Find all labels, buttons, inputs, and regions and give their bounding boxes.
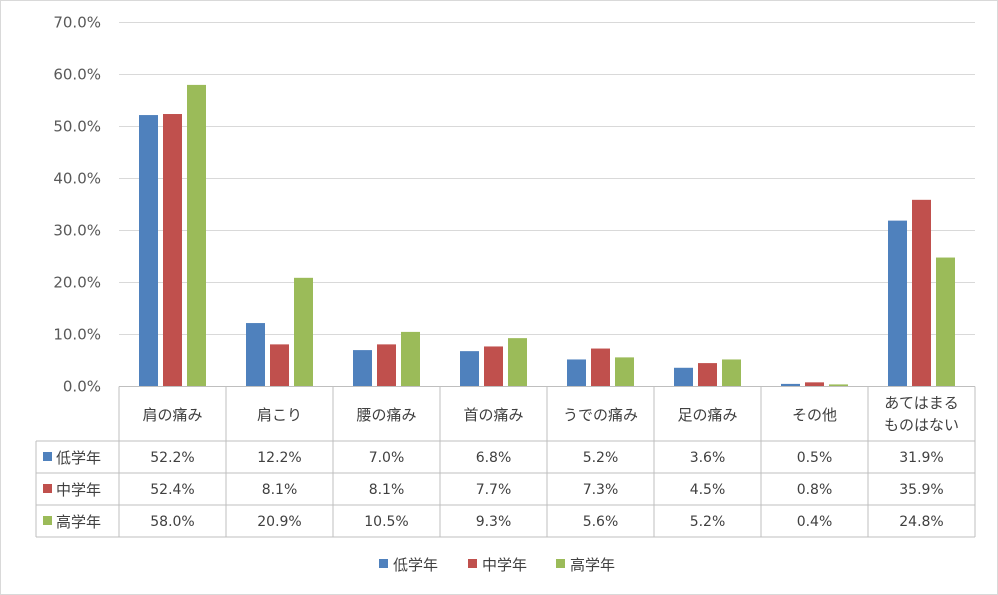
table-series-name: 高学年	[56, 513, 101, 531]
bar	[139, 115, 158, 387]
table-cell-value: 12.2%	[257, 450, 301, 466]
bar	[353, 350, 372, 387]
table-cell-value: 6.8%	[476, 450, 512, 466]
bar	[615, 357, 634, 387]
bar	[187, 84, 206, 387]
x-category-label: あてはまるものはない	[884, 394, 959, 434]
y-tick-label: 30.0%	[53, 222, 101, 240]
x-category-label: 肩の痛み	[142, 406, 202, 424]
table-cell-value: 5.6%	[583, 514, 619, 530]
table-cell-value: 4.5%	[690, 482, 726, 498]
x-category-label: うでの痛み	[563, 406, 638, 424]
table-cell-value: 0.8%	[797, 482, 833, 498]
bar	[936, 257, 955, 387]
x-category-label: 肩こり	[257, 406, 302, 424]
y-tick-label: 70.0%	[53, 14, 101, 32]
bar	[377, 344, 396, 387]
legend-label: 高学年	[570, 556, 615, 574]
y-tick-label: 50.0%	[53, 118, 101, 136]
bar	[401, 331, 420, 387]
table-cell-value: 58.0%	[150, 514, 194, 530]
bar	[591, 348, 610, 387]
table-cell-value: 31.9%	[899, 450, 943, 466]
bar	[888, 220, 907, 387]
table-cell-value: 9.3%	[476, 514, 512, 530]
y-tick-label: 20.0%	[53, 274, 101, 292]
bar	[781, 383, 800, 387]
table-cell-value: 0.5%	[797, 450, 833, 466]
bar	[294, 277, 313, 387]
legend-key	[468, 559, 477, 568]
bar	[674, 367, 693, 387]
bar	[460, 351, 479, 387]
x-category-label: 腰の痛み	[356, 406, 416, 424]
bar	[270, 344, 289, 387]
table-cell-value: 8.1%	[262, 482, 298, 498]
table-cell-value: 5.2%	[690, 514, 726, 530]
legend-label: 中学年	[482, 556, 527, 574]
bar	[567, 359, 586, 387]
x-category-label: 首の痛み	[463, 406, 523, 424]
bar	[722, 359, 741, 387]
bar	[829, 384, 848, 387]
bar	[163, 114, 182, 387]
table-legend-key	[43, 484, 52, 493]
table-cell-value: 5.2%	[583, 450, 619, 466]
y-tick-label: 60.0%	[53, 66, 101, 84]
bar	[508, 338, 527, 387]
table-series-name: 中学年	[56, 481, 101, 499]
table-cell-value: 52.2%	[150, 450, 194, 466]
table-cell-value: 24.8%	[899, 514, 943, 530]
table-series-name: 低学年	[56, 449, 101, 467]
table-cell-value: 7.7%	[476, 482, 512, 498]
table-legend-key	[43, 452, 52, 461]
x-category-label: その他	[792, 406, 837, 424]
table-legend-key	[43, 516, 52, 525]
legend-key	[556, 559, 565, 568]
table-cell-value: 52.4%	[150, 482, 194, 498]
x-category-label: 足の痛み	[677, 406, 737, 424]
legend-key	[379, 559, 388, 568]
table-cell-value: 7.3%	[583, 482, 619, 498]
legend-label: 低学年	[393, 556, 438, 574]
table-cell-value: 35.9%	[899, 482, 943, 498]
y-tick-label: 40.0%	[53, 170, 101, 188]
table-cell-value: 20.9%	[257, 514, 301, 530]
table-cell-value: 10.5%	[364, 514, 408, 530]
bar	[246, 323, 265, 387]
table-cell-value: 3.6%	[690, 450, 726, 466]
y-tick-label: 10.0%	[53, 326, 101, 344]
table-cell-value: 7.0%	[369, 450, 405, 466]
table-cell-value: 0.4%	[797, 514, 833, 530]
bar	[484, 346, 503, 387]
y-tick-label: 0.0%	[63, 378, 101, 396]
bar	[805, 382, 824, 387]
bar	[912, 199, 931, 387]
table-cell-value: 8.1%	[369, 482, 405, 498]
bar	[698, 363, 717, 387]
